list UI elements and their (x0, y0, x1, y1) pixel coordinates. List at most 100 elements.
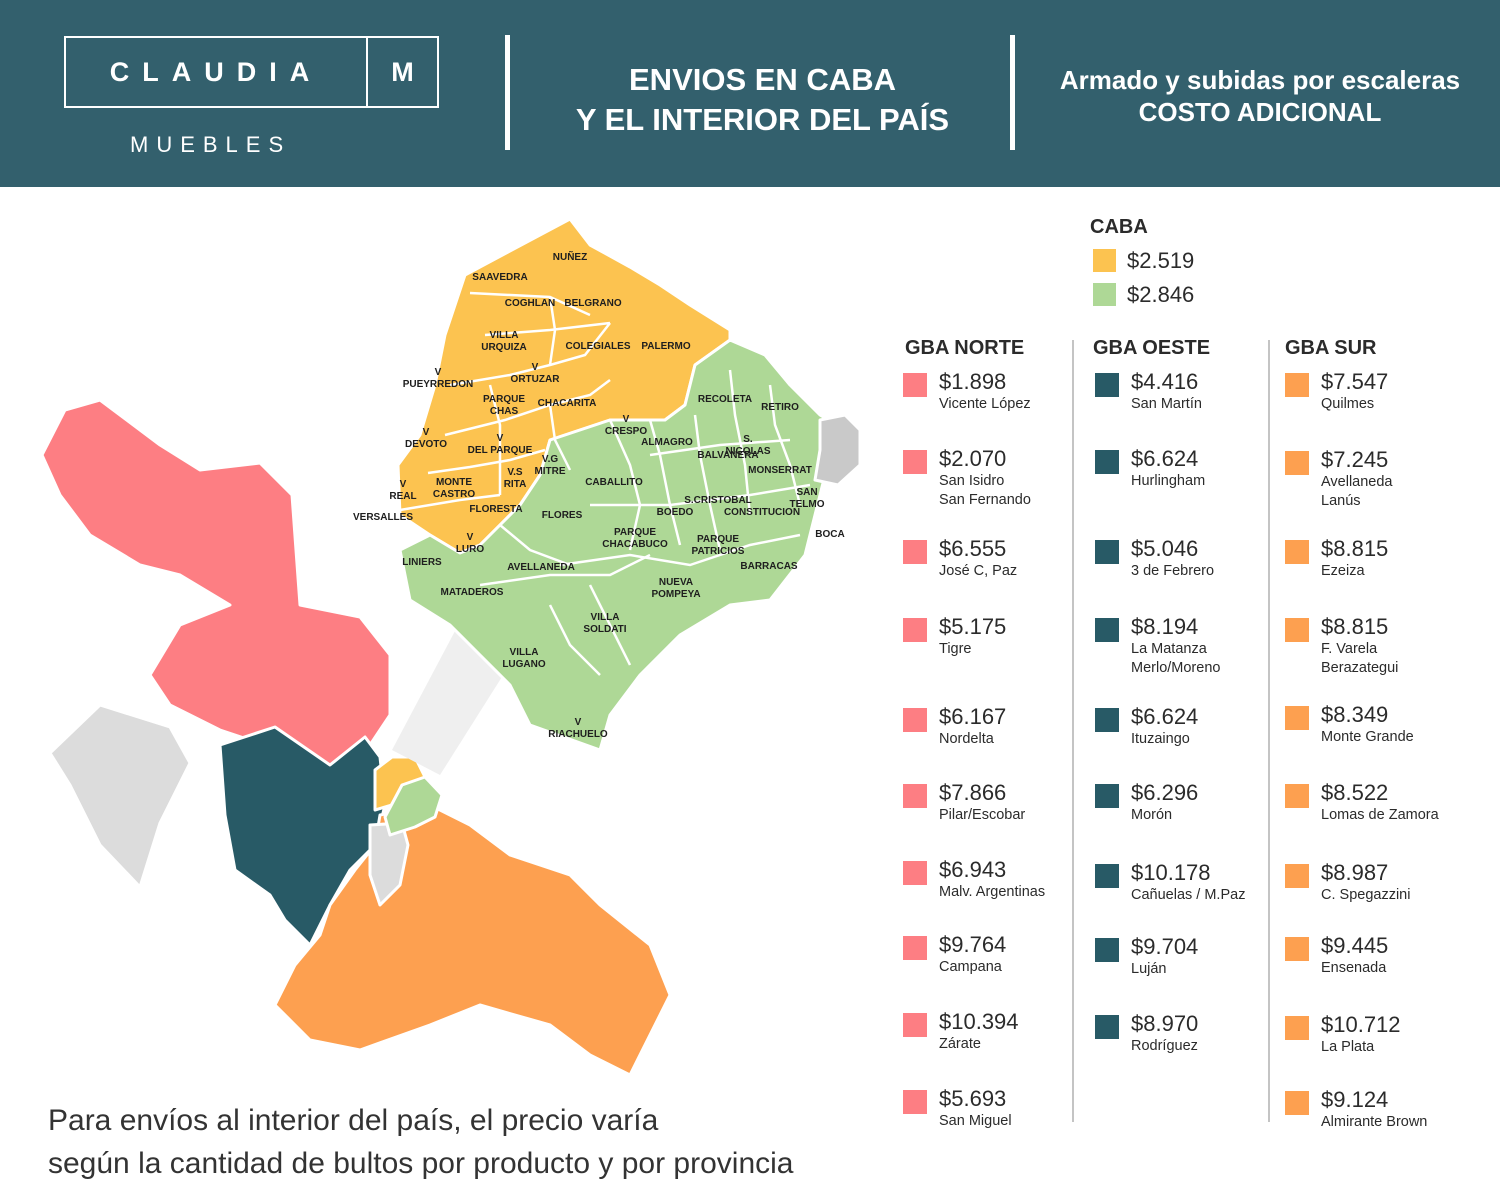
barrio-label: AVELLANEDA (507, 562, 575, 573)
price-entry: $9.704 Luján (1095, 934, 1285, 998)
caba-price: $2.846 (1127, 282, 1195, 307)
shipping-price: $9.764 (939, 932, 1007, 957)
location-name: Vicente López (939, 396, 1031, 412)
barrio-label: VILLA URQUIZA (481, 330, 527, 353)
location-name: San Isidro (939, 473, 1005, 489)
zone-swatch (1095, 784, 1119, 808)
shipping-price: $6.555 (939, 536, 1007, 561)
shipping-price: $7.245 (1321, 447, 1389, 472)
shipping-price: $9.445 (1321, 933, 1389, 958)
shipping-price: $4.416 (1131, 369, 1199, 394)
logo-initial: M (391, 57, 414, 87)
barrio-label: V DEVOTO (405, 427, 447, 450)
location-names: Pilar/Escobar (939, 806, 1025, 825)
shipping-price: $6.167 (939, 704, 1007, 729)
zone-swatch (1095, 708, 1119, 732)
shipping-price: $8.970 (1131, 1011, 1199, 1036)
location-names: La Plata (1321, 1038, 1374, 1057)
location-names: Malv. Argentinas (939, 883, 1045, 902)
zone-swatch (1285, 618, 1309, 642)
barrio-label: V LURO (456, 532, 485, 555)
location-names: C. Spegazzini (1321, 886, 1410, 905)
location-name: Quilmes (1321, 396, 1375, 412)
barrio-label: MONSERRAT (748, 465, 812, 476)
price-entry: $5.046 3 de Febrero (1095, 536, 1285, 600)
barrio-label: BELGRANO (564, 298, 621, 309)
barrio-label: LINIERS (402, 557, 442, 568)
shipping-price: $7.547 (1321, 369, 1389, 394)
barrio-label: RECOLETA (698, 394, 752, 405)
zone-swatch (1285, 1016, 1309, 1040)
barrio-label: CONSTITUCION (724, 507, 800, 518)
shipping-price: $6.943 (939, 857, 1007, 882)
zone-swatch (1285, 1091, 1309, 1115)
location-names: San Isidro San Fernando (939, 472, 1031, 510)
column-divider (1268, 340, 1270, 1122)
zone-swatch (903, 618, 927, 642)
price-entry: $8.987 C. Spegazzini (1285, 860, 1475, 924)
zone-swatch (903, 861, 927, 885)
interior-gray-region (48, 703, 192, 889)
location-name: Hurlingham (1131, 473, 1206, 489)
shipping-price: $8.987 (1321, 860, 1389, 885)
price-entry: $5.693 San Miguel (903, 1086, 1093, 1150)
barrio-label: BARRACAS (740, 561, 798, 572)
header-divider (1010, 35, 1015, 150)
caba-price-swatch (1093, 283, 1116, 306)
barrio-label: PARQUE PATRICIOS (692, 534, 745, 557)
zone-swatch (903, 540, 927, 564)
barrio-label: BALVANERA (697, 450, 758, 461)
zone-swatch (903, 450, 927, 474)
location-name: Nordelta (939, 731, 994, 747)
location-names: Avellaneda Lanús (1321, 473, 1393, 511)
shipping-price: $10.178 (1131, 860, 1211, 885)
price-entry: $8.194 La Matanza Merlo/Moreno (1095, 614, 1285, 678)
barrio-label: V RIACHUELO (548, 717, 608, 740)
price-entry: $6.943 Malv. Argentinas (903, 857, 1093, 921)
barrio-label: FLORES (542, 510, 583, 521)
shipping-price: $6.296 (1131, 780, 1199, 805)
location-name: Ituzaingo (1131, 731, 1190, 747)
location-names: José C, Paz (939, 562, 1017, 581)
delivery-zone-map: NUÑEZ SAAVEDRA COGHLAN BELGRANO VILLA URQUIZA… (40, 217, 862, 1077)
barrio-label: SAAVEDRA (472, 272, 527, 283)
gba-oeste-region (218, 725, 387, 947)
barrio-label: V DEL PARQUE (468, 433, 533, 456)
barrio-label: NUÑEZ (553, 250, 587, 263)
zone-swatch (1285, 540, 1309, 564)
gba-oeste-title: GBA OESTE (1093, 337, 1211, 359)
zone-swatch (1095, 373, 1119, 397)
location-names: Campana (939, 958, 1002, 977)
logo-subtitle: MUEBLES (130, 132, 292, 157)
zone-swatch (1095, 618, 1119, 642)
zone-swatch (1285, 373, 1309, 397)
location-name: Berazategui (1321, 660, 1399, 676)
zone-swatch (903, 1013, 927, 1037)
location-name: Malv. Argentinas (939, 884, 1046, 900)
location-name: Ezeiza (1321, 563, 1365, 579)
barrio-label: PARQUE CHACABUCO (602, 527, 668, 550)
barrio-label: S.CRISTOBAL (684, 495, 752, 506)
zone-swatch (1095, 540, 1119, 564)
zone-swatch (1285, 937, 1309, 961)
gba-sur-title: GBA SUR (1285, 337, 1377, 359)
location-name: Ensenada (1321, 960, 1387, 976)
location-name: Luján (1131, 961, 1167, 977)
location-name: Monte Grande (1321, 729, 1414, 745)
header-banner: CLAUDIA M MUEBLES ENVIOS EN CABA Y EL IN… (0, 0, 1500, 187)
logo-divider (366, 38, 368, 106)
shipping-price: $8.815 (1321, 614, 1389, 639)
location-names: Quilmes (1321, 395, 1374, 414)
shipping-price: $1.898 (939, 369, 1007, 394)
location-name: Almirante Brown (1321, 1114, 1428, 1130)
shipping-price: $8.349 (1321, 702, 1389, 727)
zone-swatch (903, 1090, 927, 1114)
barrio-label: VILLA LUGANO (502, 647, 546, 670)
location-names: Ezeiza (1321, 562, 1365, 581)
barrio-label: PARQUE CHAS (483, 394, 525, 417)
price-entry: $5.175 Tigre (903, 614, 1093, 678)
location-name: Tigre (939, 641, 972, 657)
price-entry: $6.296 Morón (1095, 780, 1285, 844)
barrio-label: MONTE CASTRO (433, 477, 475, 500)
gba-norte-title: GBA NORTE (905, 337, 1025, 359)
